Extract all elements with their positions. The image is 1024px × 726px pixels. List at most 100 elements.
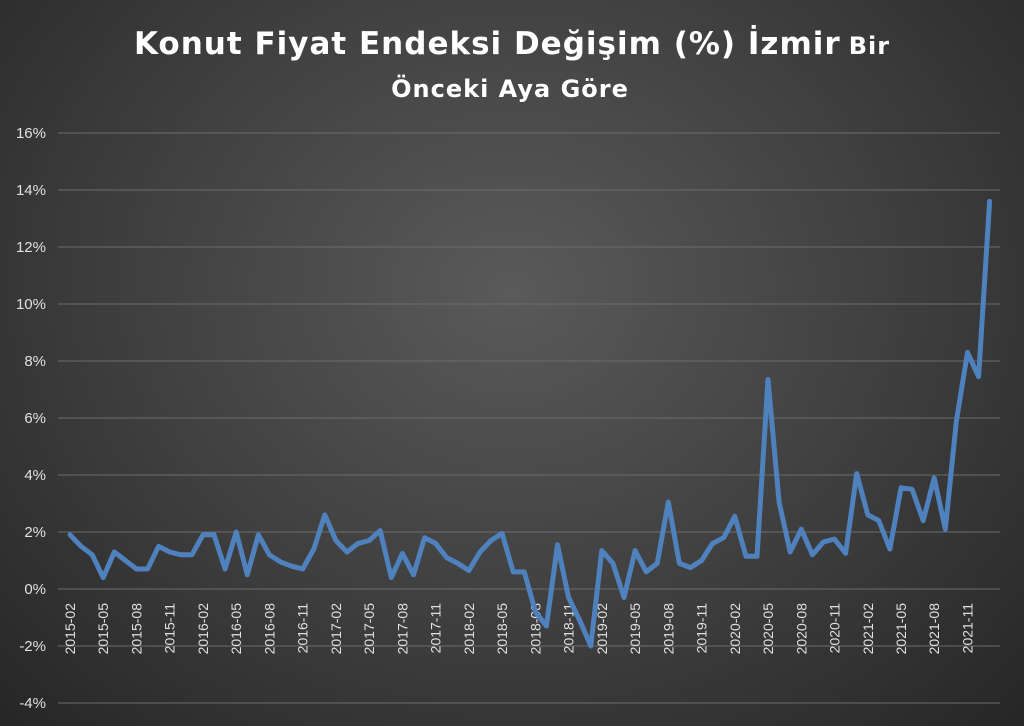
- data-point: [411, 573, 415, 577]
- data-point: [567, 596, 571, 600]
- data-point: [500, 531, 504, 535]
- y-tick-label: 12%: [16, 239, 46, 256]
- data-point: [400, 551, 404, 555]
- x-tick-label: 2018-02: [461, 603, 477, 655]
- data-point: [888, 547, 892, 551]
- data-point: [766, 378, 770, 382]
- data-point: [256, 533, 260, 537]
- data-point: [179, 553, 183, 557]
- data-point: [356, 541, 360, 545]
- data-point: [234, 530, 238, 534]
- data-point: [866, 513, 870, 517]
- chart-title: Konut Fiyat Endeksi Değişim (%) İzmir Bir: [134, 26, 890, 62]
- x-tick-label: 2021-08: [926, 603, 942, 655]
- y-axis: -4% -2% 0% 2% 4% 6% 8% 10% 12% 14% 16%: [16, 125, 46, 712]
- x-tick-label: 2021-02: [860, 603, 876, 655]
- data-point: [677, 561, 681, 565]
- series-line: [67, 198, 993, 649]
- x-tick-label: 2018-11: [561, 603, 577, 654]
- data-point: [456, 561, 460, 565]
- data-point: [245, 573, 249, 577]
- x-tick-label: 2019-05: [627, 603, 643, 655]
- data-point: [68, 533, 72, 537]
- x-axis: 2015-02 2015-05 2015-08 2015-11 2016-02 2016-…: [62, 603, 975, 655]
- y-tick-label: 16%: [16, 125, 46, 142]
- data-point: [378, 529, 382, 533]
- y-tick-label: 4%: [24, 467, 46, 484]
- data-point: [633, 549, 637, 553]
- data-point: [777, 500, 781, 504]
- grid: [58, 132, 1000, 704]
- data-point: [877, 519, 881, 523]
- chart-title-main: Konut Fiyat Endeksi Değişim (%) İzmir: [134, 26, 841, 62]
- data-point: [556, 543, 560, 547]
- y-tick-label: 0%: [24, 581, 46, 598]
- x-tick-label: 2017-05: [361, 603, 377, 655]
- data-point: [201, 533, 205, 537]
- data-point: [112, 550, 116, 554]
- x-tick-label: 2016-02: [195, 603, 211, 655]
- y-tick-label: -2%: [19, 638, 46, 655]
- data-point: [323, 513, 327, 517]
- data-point: [544, 624, 548, 628]
- data-point: [821, 540, 825, 544]
- data-point: [90, 553, 94, 557]
- data-point: [578, 618, 582, 622]
- x-tick-label: 2016-05: [228, 603, 244, 655]
- x-tick-label: 2019-08: [660, 603, 676, 655]
- data-point: [279, 560, 283, 564]
- data-point: [312, 547, 316, 551]
- data-point: [267, 553, 271, 557]
- data-point: [434, 541, 438, 545]
- data-point: [101, 576, 105, 580]
- data-point: [123, 559, 127, 562]
- data-point: [810, 553, 814, 557]
- data-point: [589, 644, 593, 648]
- data-point: [511, 570, 515, 574]
- x-tick-label: 2015-02: [62, 603, 78, 655]
- data-point: [988, 199, 992, 203]
- data-point: [655, 561, 659, 565]
- data-point: [489, 539, 493, 543]
- data-point: [700, 559, 704, 562]
- data-point: [644, 570, 648, 574]
- x-tick-label: 2015-11: [162, 603, 178, 654]
- x-tick-label: 2017-11: [428, 603, 444, 654]
- data-point: [79, 544, 83, 548]
- x-tick-label: 2017-08: [394, 603, 410, 655]
- chart-subtitle: Önceki Aya Göre: [391, 73, 629, 103]
- series-layer: [67, 198, 993, 649]
- data-point: [844, 551, 848, 555]
- x-tick-label: 2019-11: [694, 603, 710, 654]
- x-tick-label: 2016-11: [295, 603, 311, 654]
- y-tick-label: 8%: [24, 353, 46, 370]
- data-point: [168, 550, 172, 554]
- y-tick-label: 10%: [16, 296, 46, 313]
- data-point: [899, 486, 903, 490]
- data-point: [855, 472, 859, 476]
- x-tick-label: 2021-05: [893, 603, 909, 655]
- data-point: [711, 541, 715, 545]
- data-point: [722, 536, 726, 540]
- data-point: [301, 567, 305, 571]
- x-tick-label: 2020-08: [793, 603, 809, 655]
- data-point: [212, 533, 216, 537]
- data-point: [965, 350, 969, 354]
- x-tick-label: 2020-05: [760, 603, 776, 655]
- data-point: [977, 375, 981, 379]
- data-point: [833, 537, 837, 541]
- data-point: [533, 610, 537, 614]
- data-point: [367, 539, 371, 543]
- data-point: [146, 567, 150, 571]
- x-tick-label: 2018-05: [494, 603, 510, 655]
- x-tick-label: 2016-08: [261, 603, 277, 655]
- data-point: [600, 549, 604, 553]
- y-tick-label: 14%: [16, 182, 46, 199]
- data-point: [733, 514, 737, 518]
- data-point: [290, 564, 294, 568]
- chart-title-suffix: Bir: [849, 32, 890, 60]
- data-point: [389, 576, 393, 580]
- x-tick-label: 2019-02: [594, 603, 610, 655]
- x-tick-label: 2021-11: [959, 603, 975, 654]
- data-point: [190, 553, 194, 557]
